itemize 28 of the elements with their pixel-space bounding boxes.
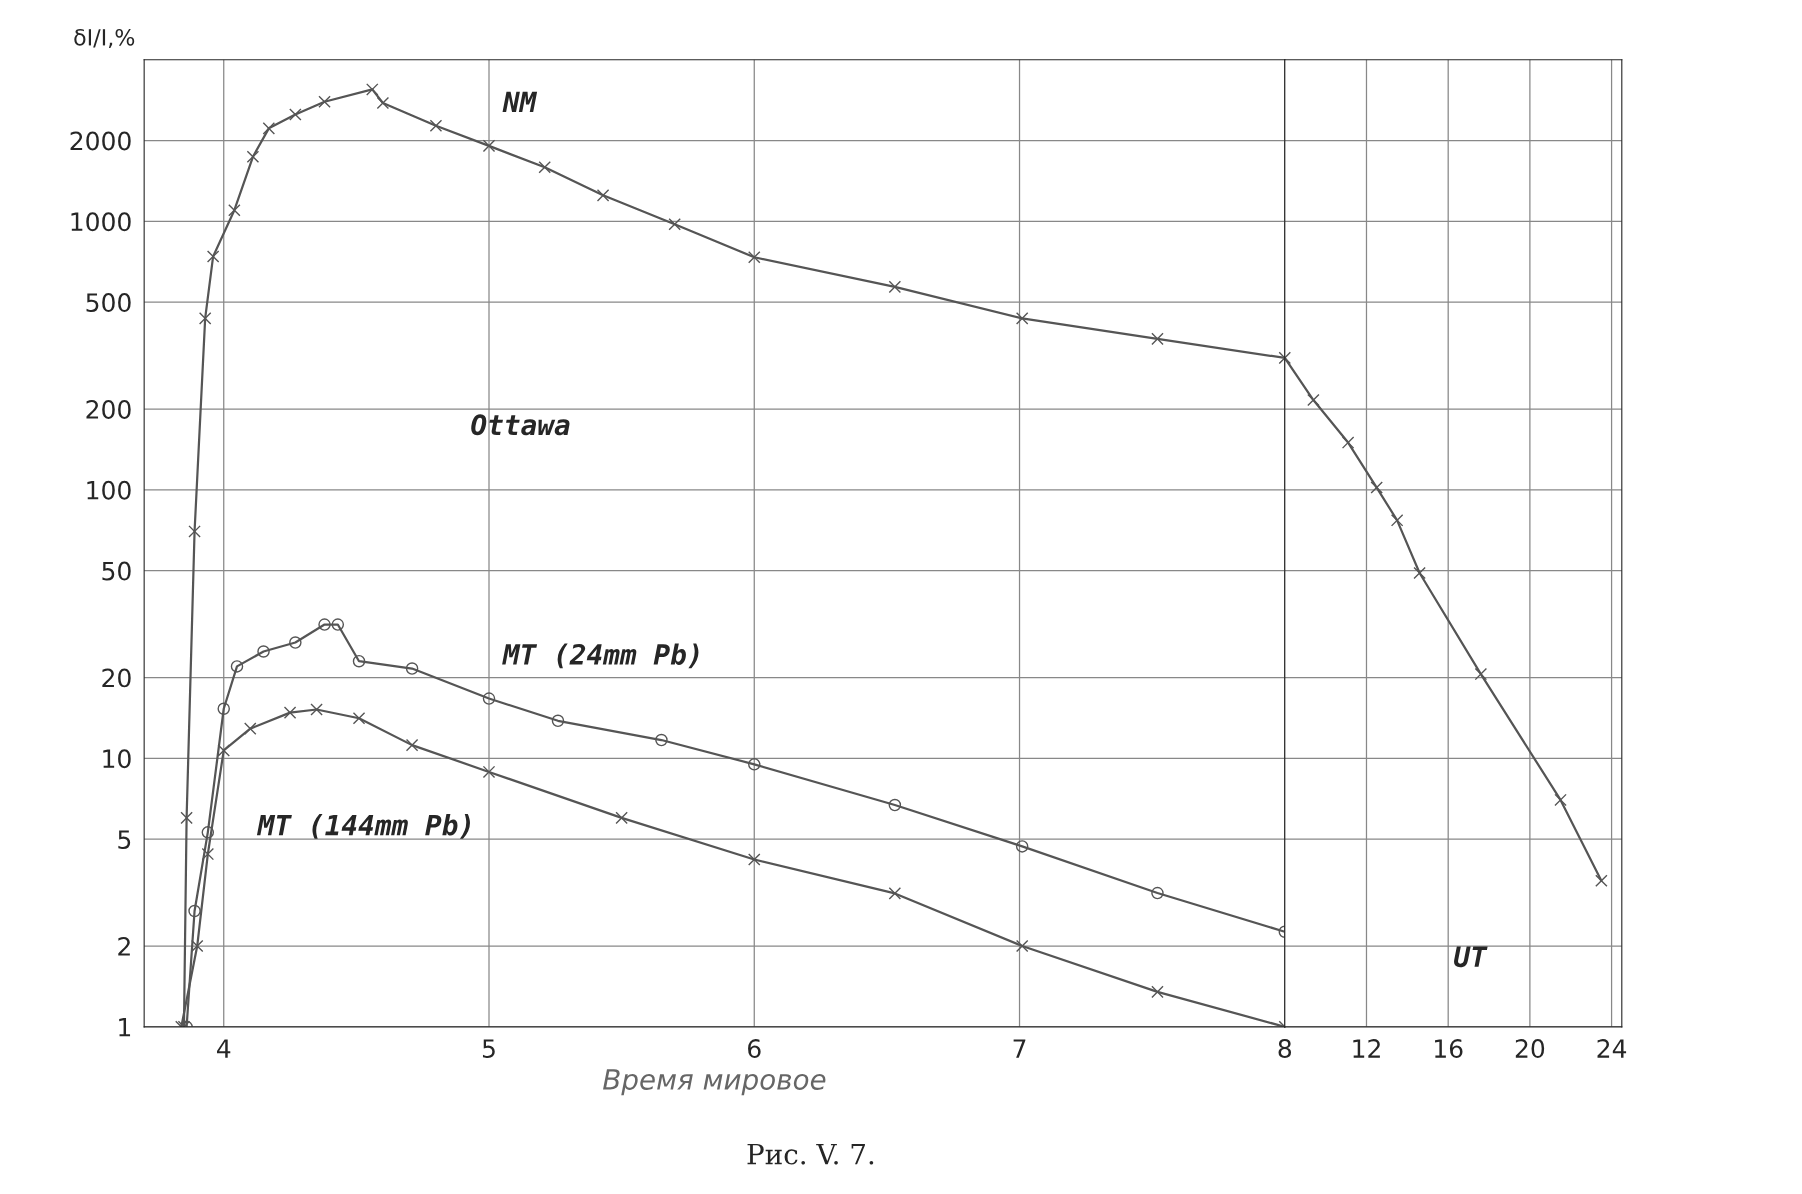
- annotation: Ottawa: [471, 414, 570, 436]
- series-label: MT (144mm Pb): [256, 814, 470, 839]
- x-tick-label: 5: [482, 1039, 495, 1058]
- y-axis-title: δI/I,%: [74, 28, 135, 48]
- y-tick-label: 200: [86, 399, 131, 419]
- y-tick-label: 5: [118, 830, 131, 850]
- x-tick-label: 6: [748, 1039, 761, 1058]
- text: Рис. V. 7.: [747, 1143, 874, 1165]
- y-tick-label: 20: [102, 668, 131, 688]
- x-tick-label: 8: [1278, 1039, 1292, 1058]
- y-tick-label: 500: [86, 293, 131, 313]
- x-tick-label: 7: [1013, 1039, 1026, 1058]
- x-tick-label: 16: [1435, 1039, 1463, 1058]
- x-tick-label: 20: [1515, 1039, 1545, 1058]
- y-tick-label: 1: [119, 1018, 131, 1037]
- x-tick-label: 4: [217, 1039, 231, 1058]
- y-tick-label: 2: [118, 936, 130, 956]
- y-tick-label: 10: [103, 749, 131, 769]
- x-tick-label: 12: [1353, 1039, 1380, 1058]
- y-tick-label: 2000: [70, 131, 131, 151]
- x-axis-title: Время мировое: [603, 1069, 826, 1096]
- x-tick-label: 24: [1597, 1039, 1627, 1058]
- y-tick-label: 50: [102, 561, 131, 581]
- annotation: UT: [1454, 946, 1488, 968]
- series-label: NM: [502, 91, 538, 112]
- series-label: MT (24mm Pb): [502, 643, 699, 669]
- y-tick-label: 1000: [71, 212, 131, 232]
- y-tick-label: 100: [87, 480, 131, 500]
